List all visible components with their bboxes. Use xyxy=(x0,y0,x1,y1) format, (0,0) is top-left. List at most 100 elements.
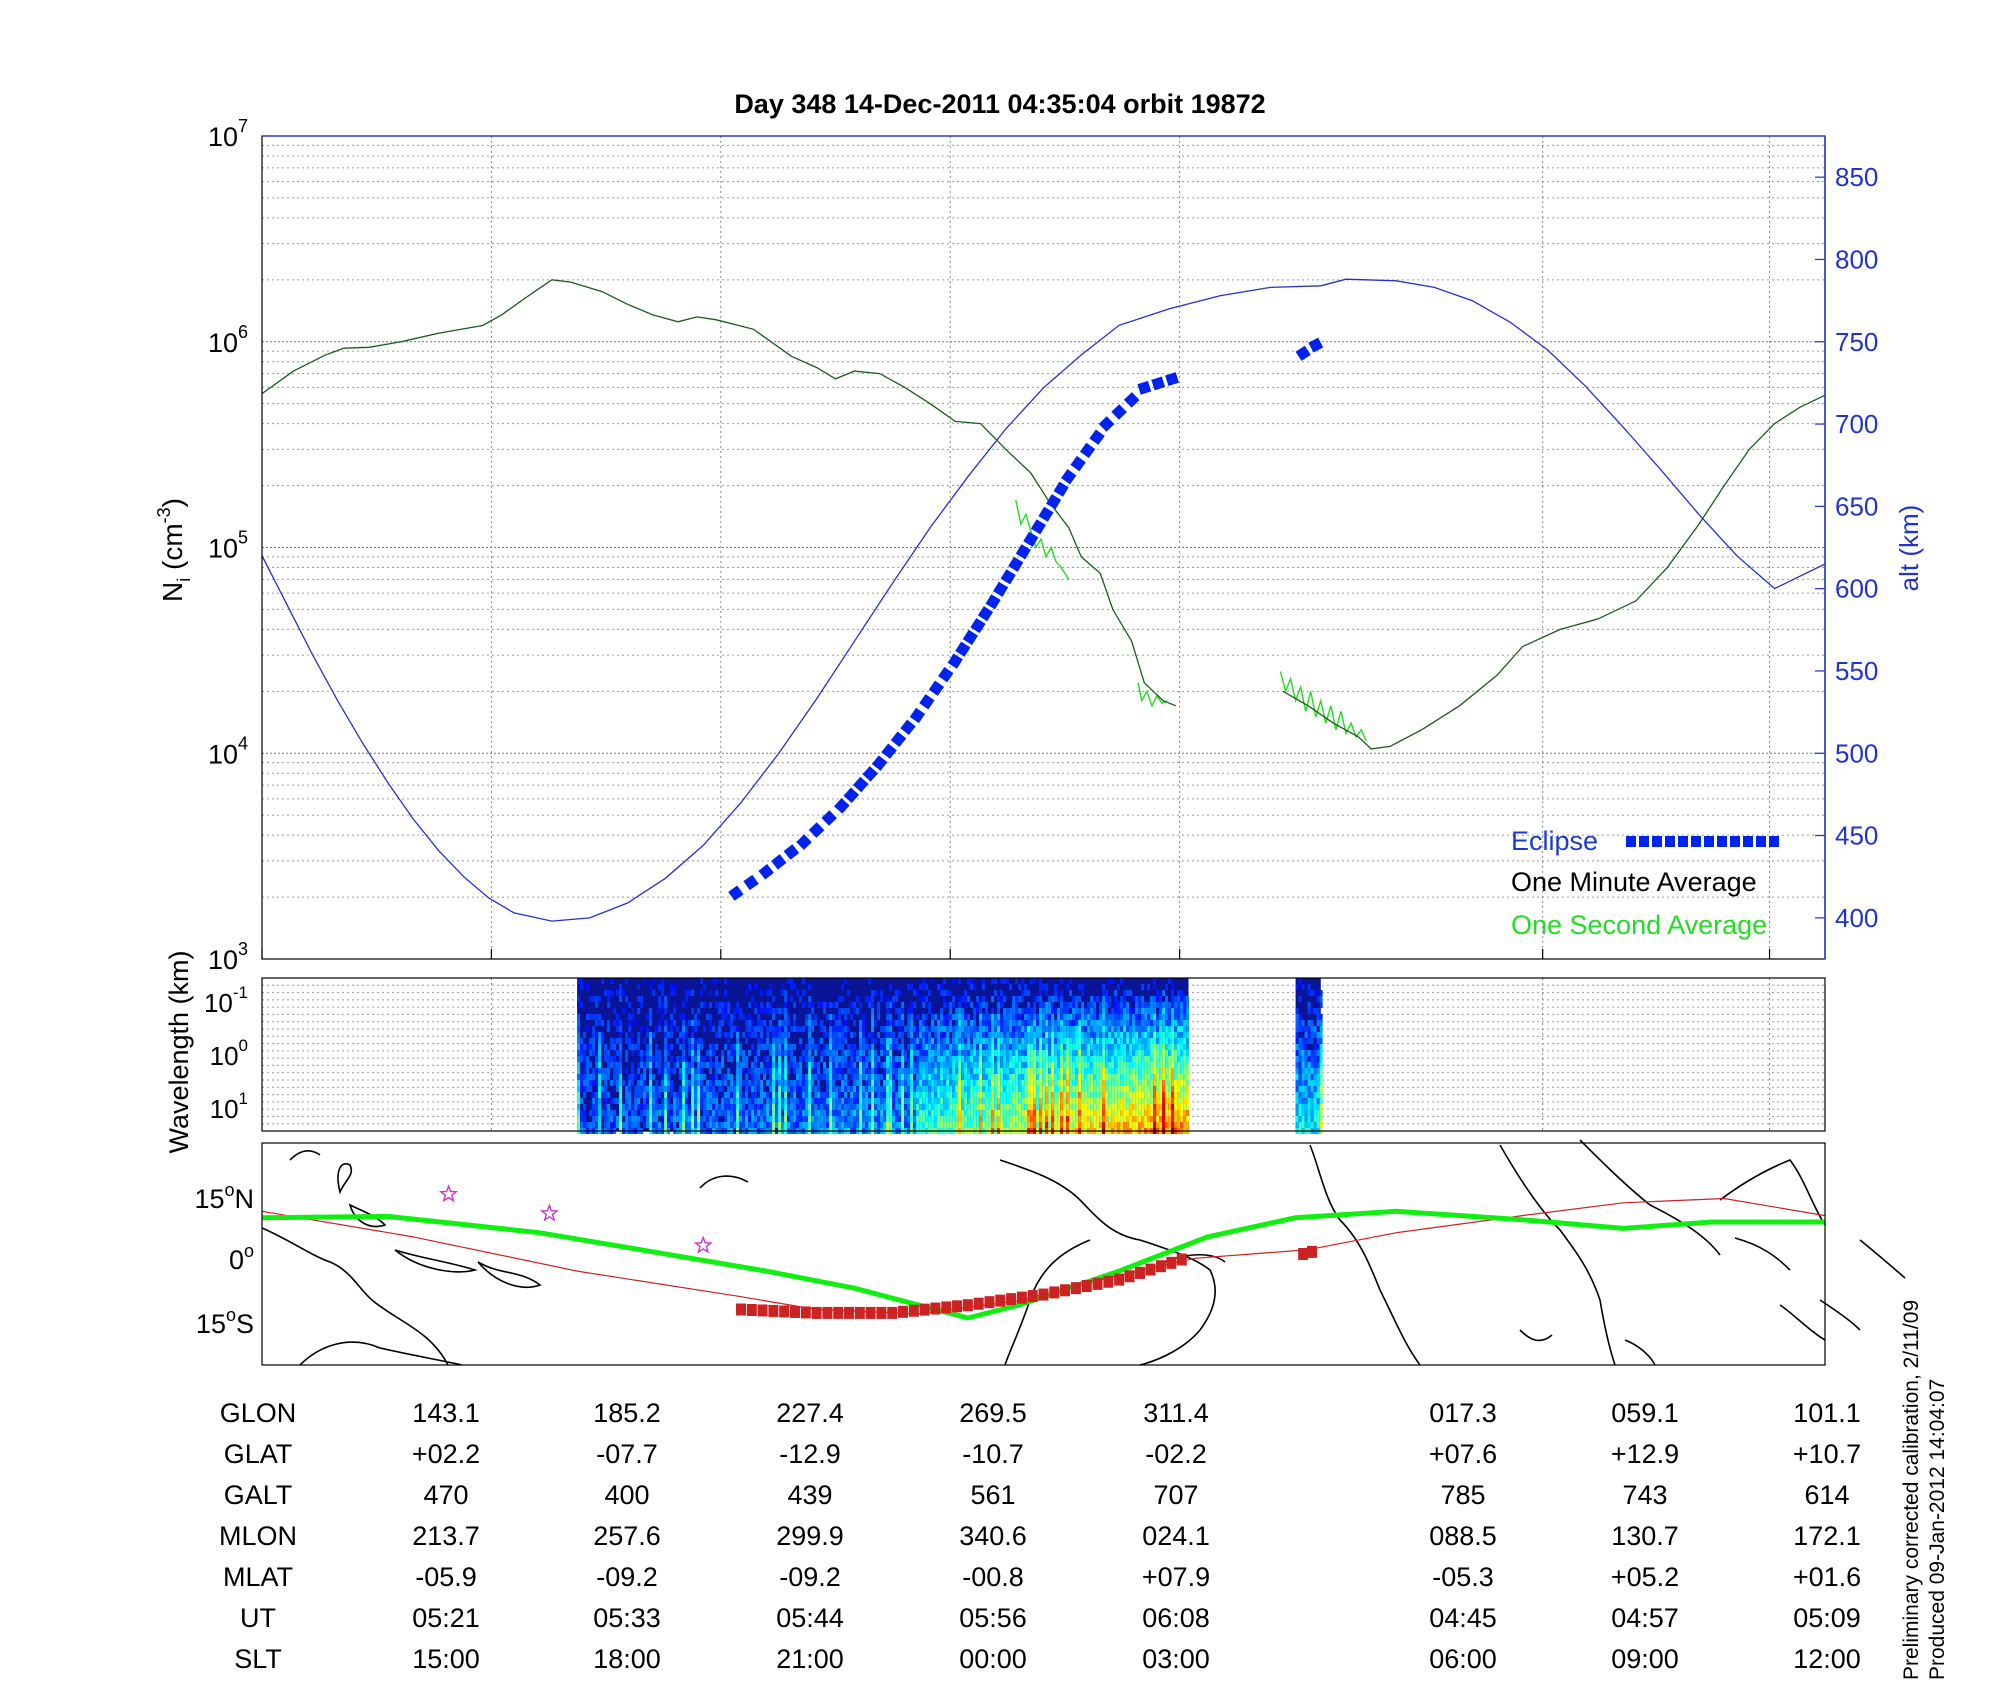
spectrogram-cell xyxy=(886,1062,890,1068)
spectrogram-cell xyxy=(832,1110,836,1116)
spectrogram-cell xyxy=(853,1044,857,1050)
spectrogram-cell xyxy=(1120,1026,1124,1032)
spectrogram-cell xyxy=(958,1098,962,1104)
spectrogram-cell xyxy=(598,1074,602,1080)
one-second-average-line xyxy=(1137,682,1168,708)
spectrogram-cell xyxy=(781,1086,785,1092)
table-cell: 340.6 xyxy=(959,1521,1027,1551)
spectrogram-cell xyxy=(1102,1080,1106,1086)
spectrogram-cell xyxy=(634,1104,638,1110)
spectrogram-cell xyxy=(874,1020,878,1026)
spectrogram-cell xyxy=(772,996,776,1002)
spectrogram-cell xyxy=(1093,1026,1097,1032)
spectrogram-cell xyxy=(976,1008,980,1014)
spectrogram-cell xyxy=(739,1068,743,1074)
spectrogram-cell xyxy=(946,1044,950,1050)
spectrogram-cell xyxy=(916,1074,920,1080)
spectrogram-cell xyxy=(1015,1104,1019,1110)
spectrogram-cell xyxy=(1099,1110,1103,1116)
spectrogram-cell xyxy=(1099,1092,1103,1098)
spectrogram-cell xyxy=(583,1074,587,1080)
spectrogram-cell xyxy=(991,1092,995,1098)
spectrogram-cell xyxy=(835,1104,839,1110)
spectrogram-cell xyxy=(1177,1086,1181,1092)
spectrogram-cell xyxy=(784,990,788,996)
spectrogram-cell xyxy=(799,1116,803,1122)
spectrogram-cell xyxy=(1063,1056,1067,1062)
spectrogram-cell xyxy=(1039,1044,1043,1050)
table-row-label: MLON xyxy=(219,1521,297,1551)
spectrogram-cell xyxy=(1186,1074,1190,1080)
spectrogram-cell xyxy=(709,1044,713,1050)
spectrogram-cell xyxy=(1045,1074,1049,1080)
spectrogram-cell xyxy=(691,1050,695,1056)
spectrogram-cell xyxy=(703,1092,707,1098)
spectrogram-cell xyxy=(1120,978,1124,984)
spectrogram-cell xyxy=(1171,1056,1175,1062)
spectrogram-cell xyxy=(943,1092,947,1098)
map-y-tick-label: 0o xyxy=(229,1241,254,1275)
spectrogram-cell xyxy=(820,1110,824,1116)
spectrogram-cell xyxy=(886,1002,890,1008)
spectrogram-cell xyxy=(1180,1020,1184,1026)
spectrogram-cell xyxy=(895,1038,899,1044)
spectrogram-cell xyxy=(1298,1092,1302,1098)
spectrogram-cell xyxy=(1156,1062,1160,1068)
spectrogram-cell xyxy=(577,1050,581,1056)
spectrogram-cell xyxy=(1093,1116,1097,1122)
spectrogram-cell xyxy=(1165,1020,1169,1026)
spectrogram-cell xyxy=(652,1062,656,1068)
spectrogram-cell xyxy=(1310,1074,1314,1080)
spectrogram-cell xyxy=(1186,1110,1190,1116)
spectrogram-cell xyxy=(1117,1092,1121,1098)
spectrogram-cell xyxy=(997,1092,1001,1098)
spectrogram-cell xyxy=(922,1104,926,1110)
spectrogram-cell xyxy=(595,1110,599,1116)
spectrogram-cell xyxy=(667,1116,671,1122)
spectrogram-cell xyxy=(718,1002,722,1008)
spectrogram-cell xyxy=(1319,1014,1323,1020)
spectrogram-cell xyxy=(979,1086,983,1092)
eclipse-track-marker xyxy=(822,1306,833,1319)
spectrogram-cell xyxy=(862,1122,866,1128)
spectrogram-cell xyxy=(934,1050,938,1056)
spectrogram-cell xyxy=(850,1086,854,1092)
spectrogram-cell xyxy=(997,1086,1001,1092)
spectrogram-cell xyxy=(913,1116,917,1122)
spectrogram-cell xyxy=(1171,1068,1175,1074)
spectrogram-cell xyxy=(865,1074,869,1080)
spectrogram-cell xyxy=(1304,1122,1308,1128)
spectrogram-cell xyxy=(778,1104,782,1110)
spectrogram-cell xyxy=(1319,990,1323,996)
spectrogram-cell xyxy=(1114,1092,1118,1098)
spectrogram-cell xyxy=(1045,984,1049,990)
eclipse-track-marker xyxy=(833,1306,844,1319)
spectrogram-cell xyxy=(766,1092,770,1098)
spectrogram-cell xyxy=(733,1104,737,1110)
spectrogram-cell xyxy=(1138,1092,1142,1098)
spectrogram-cell xyxy=(1081,1098,1085,1104)
spectrogram-cell xyxy=(859,1074,863,1080)
spectrogram-cell xyxy=(772,1038,776,1044)
spectrogram-cell xyxy=(1159,1104,1163,1110)
spectrogram-cell xyxy=(988,1044,992,1050)
spectrogram-cell xyxy=(982,1050,986,1056)
spectrogram-cell xyxy=(577,1116,581,1122)
spectrogram-cell xyxy=(958,1044,962,1050)
spectrogram-cell xyxy=(1117,1068,1121,1074)
spectrogram-cell xyxy=(1298,996,1302,1002)
spectrogram-cell xyxy=(670,1110,674,1116)
spectrogram-cell xyxy=(1123,1104,1127,1110)
spectrogram-cell xyxy=(631,1008,635,1014)
spectrogram-cell xyxy=(1024,1092,1028,1098)
spectrogram-cell xyxy=(688,1038,692,1044)
spectrogram-cell xyxy=(841,1056,845,1062)
spectrogram-cell xyxy=(937,1032,941,1038)
spectrogram-cell xyxy=(1021,1038,1025,1044)
spectrogram-cell xyxy=(1090,1068,1094,1074)
spectrogram-cell xyxy=(910,1080,914,1086)
spectrogram-cell xyxy=(967,1086,971,1092)
spectrogram-cell xyxy=(1307,1062,1311,1068)
spectrogram-cell xyxy=(760,1020,764,1026)
spectrogram-cell xyxy=(898,990,902,996)
